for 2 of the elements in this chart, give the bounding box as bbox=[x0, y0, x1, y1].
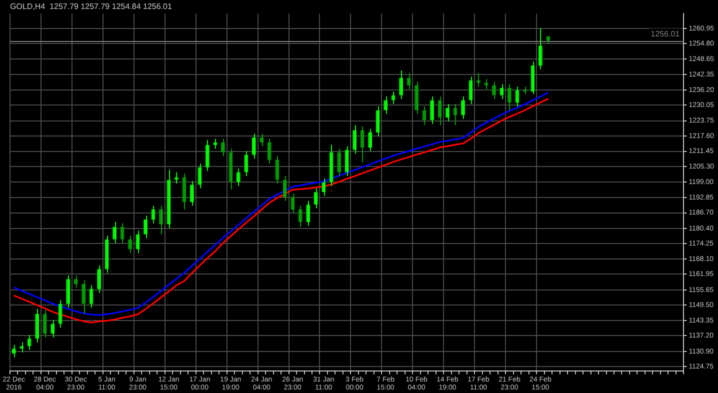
chart-title: GOLD,H4 1257.79 1257.79 1254.84 1256.01 bbox=[10, 2, 172, 12]
ref-line-label: 1256.01 bbox=[650, 30, 680, 39]
